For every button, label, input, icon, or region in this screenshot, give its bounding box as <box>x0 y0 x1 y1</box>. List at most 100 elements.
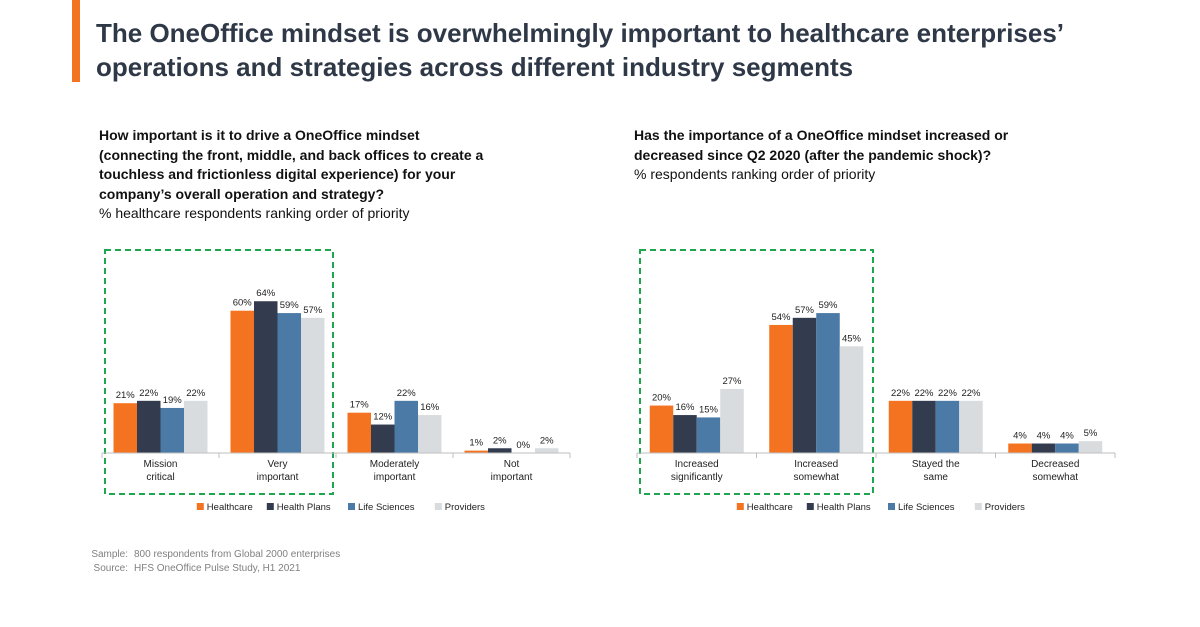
legend-swatch <box>888 503 895 510</box>
bar <box>1055 443 1079 453</box>
category-label: important <box>257 472 299 483</box>
sample-label: Sample: <box>91 549 128 560</box>
bar <box>720 388 744 453</box>
right-chart-question: Has the importance of a OneOffice mindse… <box>634 126 1034 185</box>
data-label: 2% <box>540 435 554 446</box>
category-label: Increased <box>675 459 719 470</box>
legend-label: Life Sciences <box>358 502 415 513</box>
bar <box>816 313 840 453</box>
highlight-dashed-box <box>639 249 874 495</box>
left-question-subtitle: % healthcare respondents ranking order o… <box>99 205 410 221</box>
data-label: 45% <box>842 333 862 344</box>
legend-swatch <box>266 503 274 510</box>
data-label: 4% <box>1060 431 1074 442</box>
sample-text: 800 respondents from Global 2000 enterpr… <box>134 549 341 560</box>
source-note: Source: HFS OneOffice Pulse Study, H1 202… <box>84 562 340 576</box>
bar <box>277 313 301 453</box>
bar <box>912 400 936 453</box>
bar <box>792 317 817 453</box>
bar <box>1031 443 1056 453</box>
category-label: Not <box>504 459 520 470</box>
category-label: important <box>374 472 416 483</box>
data-label: 16% <box>420 402 440 413</box>
category-label: critical <box>146 472 174 483</box>
category-label: somewhat <box>1032 472 1078 483</box>
bar <box>371 424 395 453</box>
bar <box>137 400 161 453</box>
bar <box>230 310 254 453</box>
data-label: 5% <box>1084 428 1098 439</box>
left-question-text: How important is it to drive a OneOffice… <box>99 127 484 202</box>
bar <box>464 450 488 453</box>
data-label: 19% <box>163 395 183 406</box>
bar <box>488 448 512 453</box>
data-label: 60% <box>233 298 253 309</box>
legend-label: Providers <box>985 502 1025 513</box>
category-label: somewhat <box>793 472 839 483</box>
data-label: 0% <box>516 440 530 451</box>
source-label: Source: <box>93 563 128 574</box>
bar <box>769 324 793 453</box>
data-label: 22% <box>139 388 159 399</box>
category-label: significantly <box>671 472 723 483</box>
sample-note: Sample: 800 respondents from Global 2000 … <box>84 548 340 562</box>
legend: Healthcare Health Plans Life Sciences Provi… <box>196 502 485 513</box>
legend-swatch <box>348 503 355 510</box>
data-label: 59% <box>280 300 300 311</box>
bar <box>418 415 442 453</box>
legend-swatch <box>974 503 982 510</box>
legend-label: Providers <box>445 502 485 513</box>
category-label: Mission <box>144 459 178 470</box>
title-accent-bar <box>72 0 80 82</box>
data-label: 20% <box>652 393 672 404</box>
legend-label: Life Sciences <box>898 502 955 513</box>
category-label: Moderately <box>370 459 419 470</box>
data-label: 4% <box>1013 431 1027 442</box>
data-label: 22% <box>914 388 934 399</box>
bar <box>935 400 960 453</box>
change-bar-chart: 20%16% 15% 27% Increased significantly 54% 57%… <box>636 249 1116 513</box>
data-label: 22% <box>938 388 958 399</box>
data-label: 27% <box>722 376 742 387</box>
data-label: 15% <box>699 404 719 415</box>
data-label: 4% <box>1037 431 1051 442</box>
data-label: 17% <box>350 400 370 411</box>
data-label: 22% <box>891 388 911 399</box>
data-label: 12% <box>373 412 393 423</box>
bar <box>160 407 184 453</box>
page-title: The OneOffice mindset is overwhelmingly … <box>96 18 1063 82</box>
legend: Healthcare Health Plans Life Sciences Provi… <box>736 502 1025 513</box>
data-label: 64% <box>256 288 276 299</box>
bar <box>959 400 983 453</box>
data-label: 22% <box>397 388 417 399</box>
highlight-dashed-box <box>104 249 334 495</box>
bar <box>394 400 418 453</box>
bar <box>535 448 559 453</box>
data-label: 22% <box>961 388 981 399</box>
data-label: 1% <box>469 438 483 449</box>
category-label: Decreased <box>1031 459 1079 470</box>
data-label: 59% <box>818 300 838 311</box>
category-label: Very <box>267 459 287 470</box>
legend-swatch <box>736 503 744 510</box>
legend-swatch <box>806 503 814 510</box>
data-label: 57% <box>303 305 323 316</box>
source-text: HFS OneOffice Pulse Study, H1 2021 <box>134 563 301 574</box>
bar <box>649 405 674 453</box>
category-label: same <box>924 472 949 483</box>
data-label: 21% <box>116 390 136 401</box>
right-question-subtitle: % respondents ranking order of priority <box>634 166 876 182</box>
data-label: 2% <box>493 435 507 446</box>
category-label: important <box>491 472 533 483</box>
left-chart-question: How important is it to drive a OneOffice… <box>99 126 499 224</box>
bar <box>888 400 913 453</box>
bar <box>673 415 697 453</box>
bar <box>301 317 325 453</box>
legend-swatch <box>434 503 442 510</box>
legend-label: Healthcare <box>207 502 253 513</box>
data-label: 22% <box>186 388 206 399</box>
bar <box>696 417 721 453</box>
bar <box>1008 443 1032 453</box>
category-label: Increased <box>794 459 838 470</box>
